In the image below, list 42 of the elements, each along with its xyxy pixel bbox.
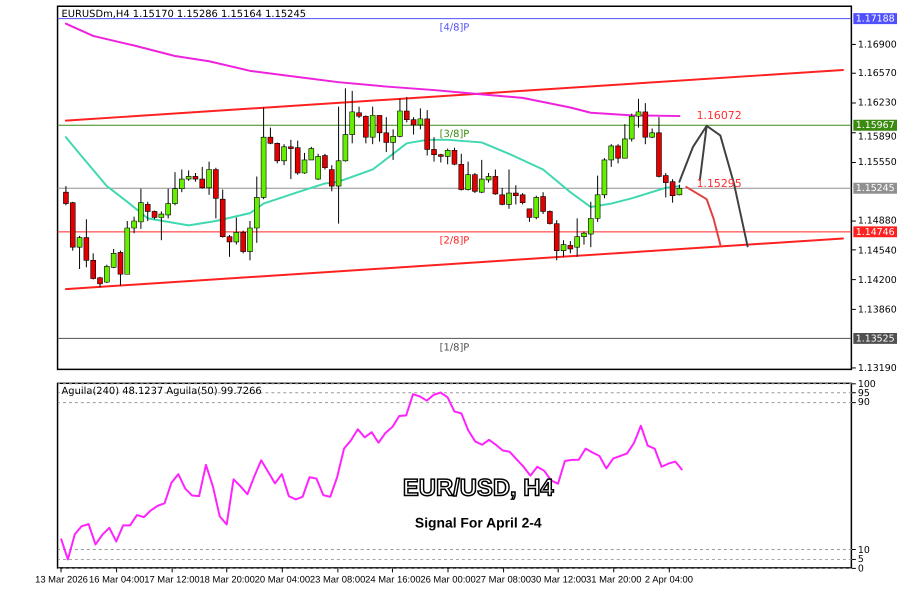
text: 1.15245 xyxy=(856,183,895,194)
x-tick-label: 13 Mar 2026 xyxy=(35,573,88,584)
text: 1.15967 xyxy=(856,120,895,132)
ref-line-label: [4/8]P xyxy=(440,22,470,34)
ref-line-label: [1/8]P xyxy=(440,342,470,354)
ref-line-label: [3/8]P xyxy=(440,129,470,140)
text: 1.14746 xyxy=(856,226,895,238)
x-tick-label: 17 Mar 12:00 xyxy=(144,573,200,584)
annotation: Signal For April 2-4 xyxy=(414,514,542,531)
y-tick-label: 1.16230 xyxy=(858,98,897,109)
y-tick-label: 90 xyxy=(858,397,870,408)
x-tick-label: 20 Mar 04:00 xyxy=(254,573,310,584)
y-tick-label: 1.13190 xyxy=(858,363,897,374)
x-tick-label: 30 Mar 12:00 xyxy=(530,573,586,584)
annotation: EUR/USD, H4 xyxy=(402,474,554,502)
y-tick-label: 100 xyxy=(858,378,876,390)
x-tick-label: 27 Mar 08:00 xyxy=(476,573,531,584)
x-tick-label: 16 Mar 04:00 xyxy=(89,573,144,584)
ref-line-label: [2/8]P xyxy=(440,236,470,247)
y-tick-label: 5 xyxy=(858,554,864,566)
x-tick-label: 31 Mar 20:00 xyxy=(586,573,642,584)
y-tick-label: 1.14880 xyxy=(858,216,897,227)
y-tick-label: 95 xyxy=(858,388,870,400)
x-tick-label: 18 Mar 20:00 xyxy=(199,573,255,584)
y-tick-label: 1.15890 xyxy=(858,132,897,143)
y-tick-label: 1.16570 xyxy=(858,68,897,80)
y-tick-label: 1.14540 xyxy=(858,245,897,256)
annotation: 1.16072 xyxy=(696,108,742,122)
x-tick-label: 26 Mar 00:00 xyxy=(420,573,476,584)
y-tick-label: 1.13860 xyxy=(858,304,897,316)
y-tick-label: 1.15550 xyxy=(858,157,897,168)
y-tick-label: 1.14200 xyxy=(858,274,897,286)
text: 1.17188 xyxy=(856,14,895,25)
text: 1.13525 xyxy=(856,333,895,344)
x-tick-label: 2 Apr 04:00 xyxy=(644,573,694,584)
y-tick-label: 0 xyxy=(858,563,864,574)
chart-title: Aguila(240) 48.1237 Aguila(50) 99.7266 xyxy=(62,386,262,398)
y-tick-label: 10 xyxy=(858,544,870,556)
chart-title: EURUSDm,H4 1.15170 1.15286 1.15164 1.15245 xyxy=(62,9,306,20)
x-tick-label: 23 Mar 08:00 xyxy=(310,573,366,584)
y-tick-label: 1.16900 xyxy=(858,39,897,50)
x-tick-label: 24 Mar 16:00 xyxy=(365,573,421,584)
